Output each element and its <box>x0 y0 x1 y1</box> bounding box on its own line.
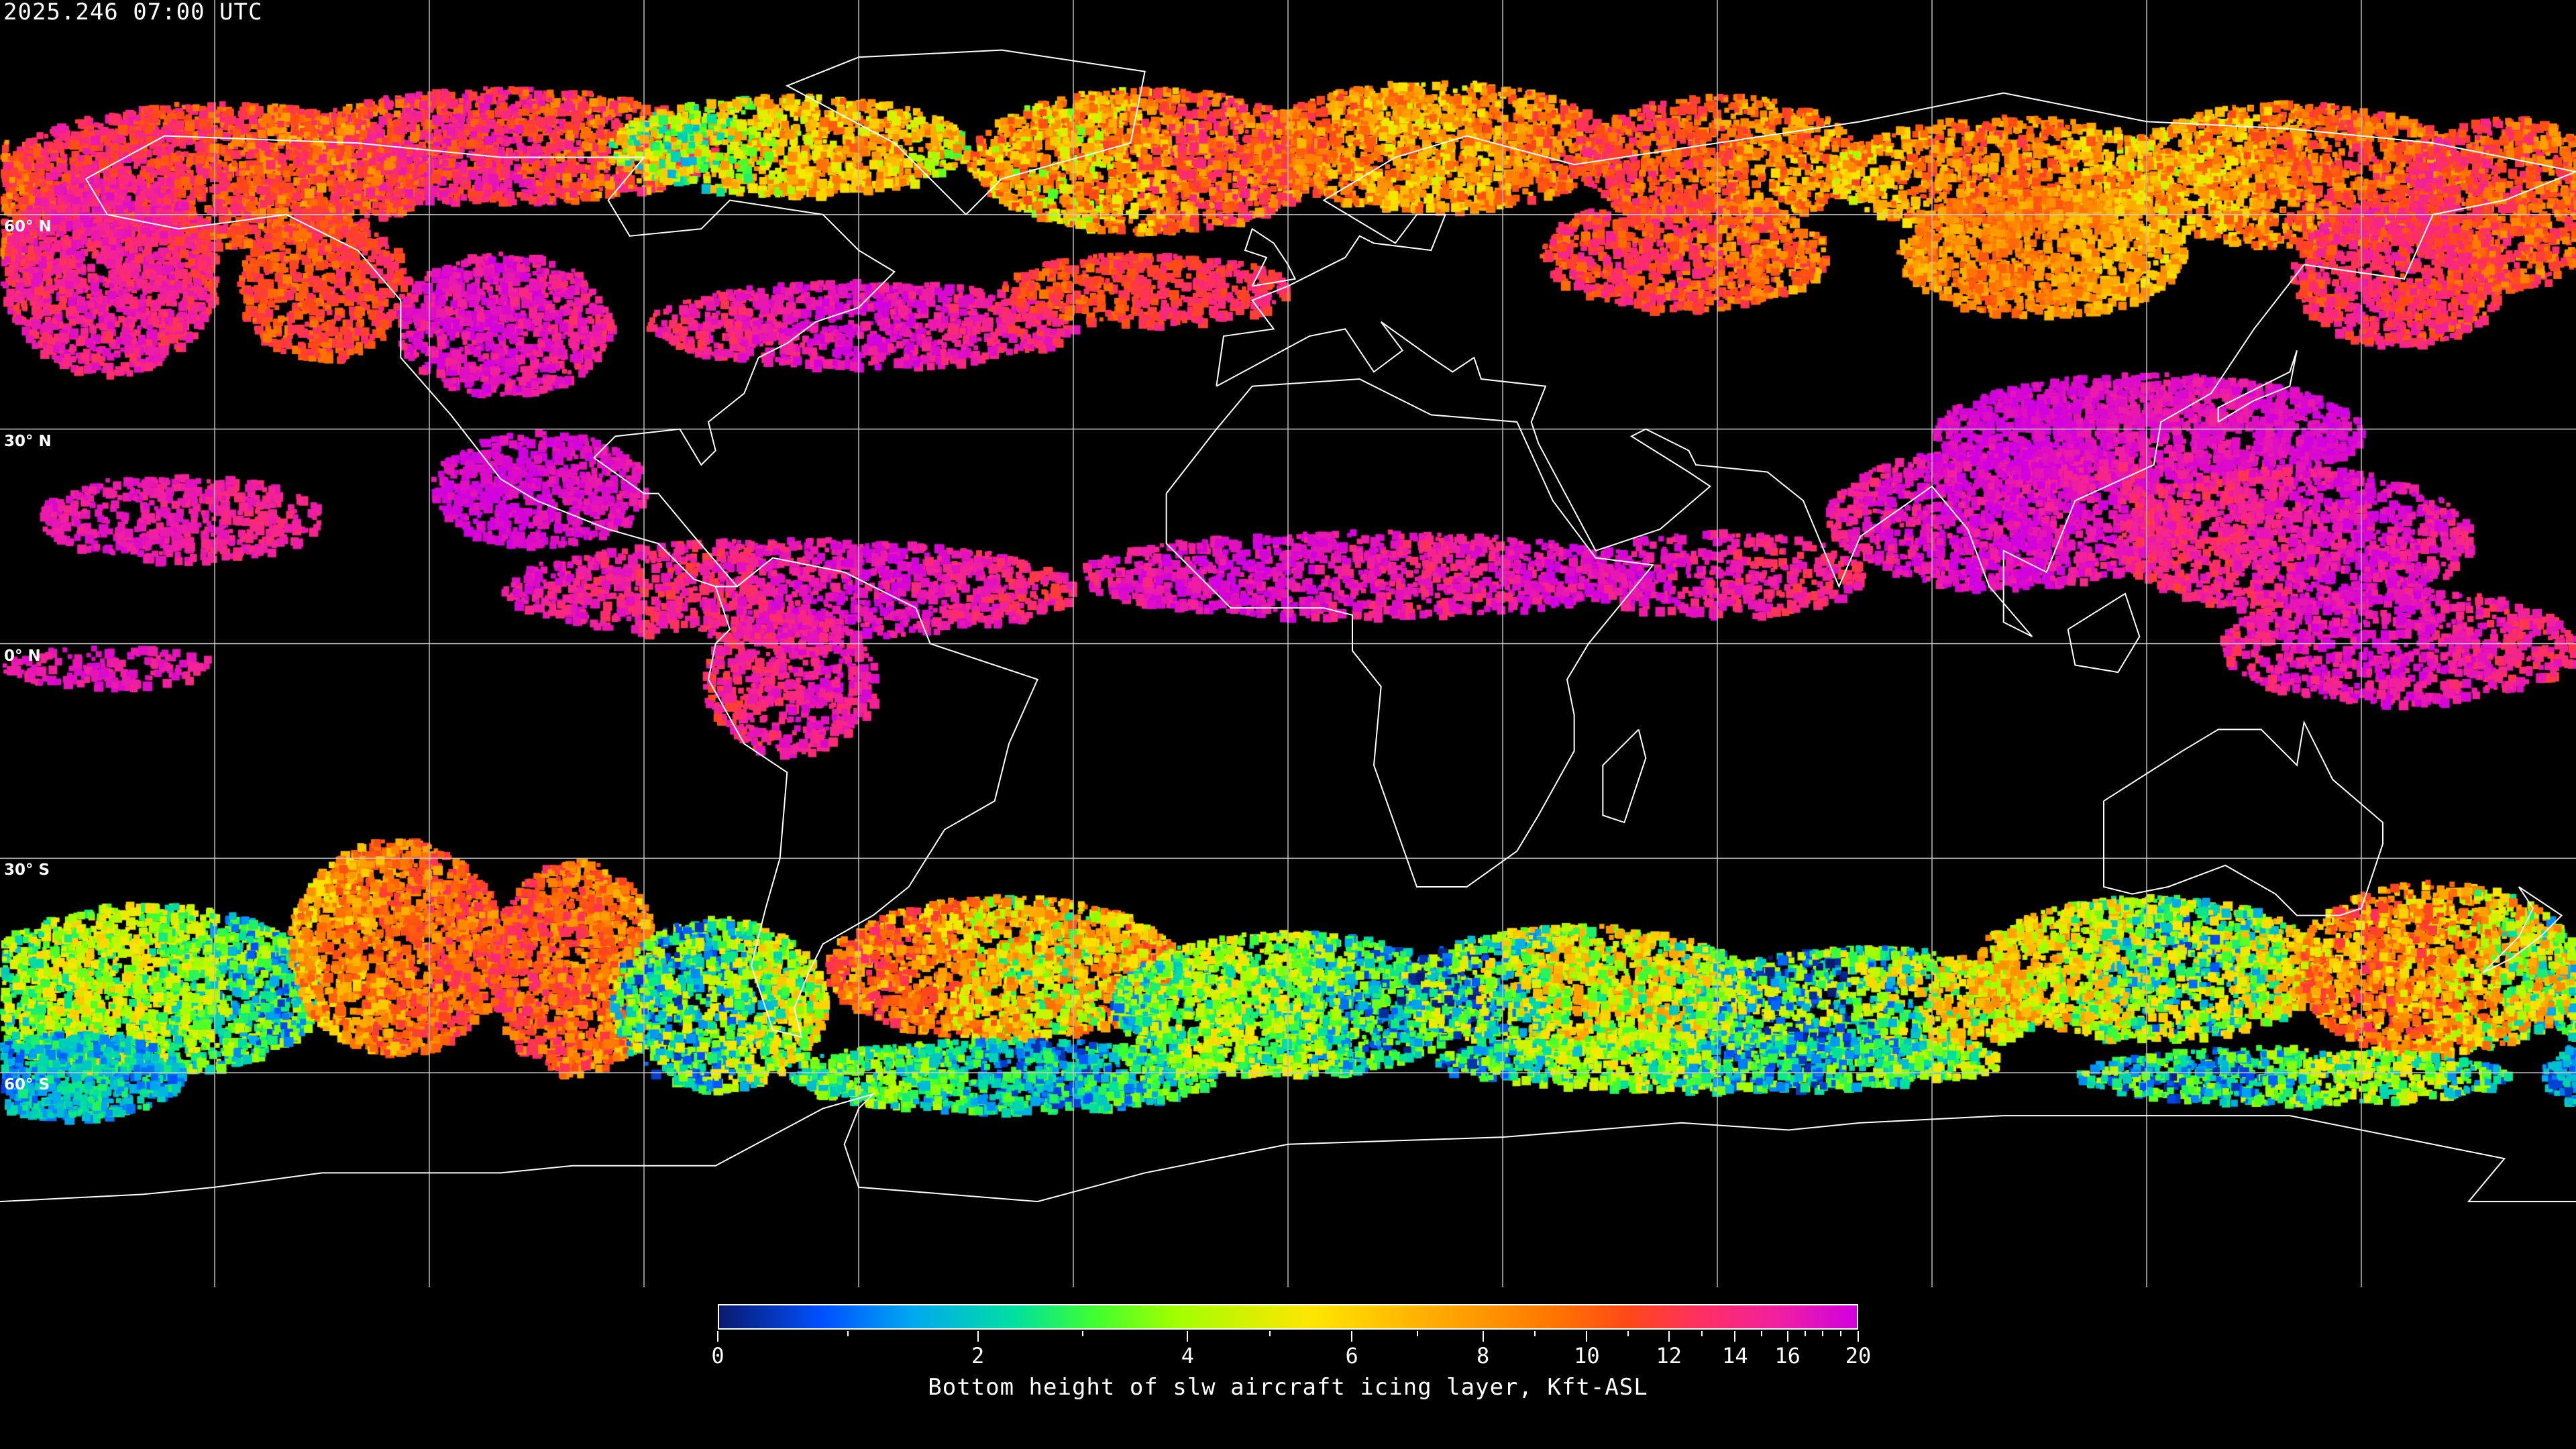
colorbar-caption: Bottom height of slw aircraft icing laye… <box>928 1374 1648 1401</box>
coastline-north-america <box>85 135 896 588</box>
colorbar <box>718 1304 1858 1330</box>
colorbar-major-tick <box>1586 1331 1588 1342</box>
coastline-greenland <box>785 49 1146 215</box>
coastline-south-america <box>707 557 1039 1038</box>
colorbar-ticks: 0 2 4 6 8 10 12 14 16 20 <box>711 1331 1871 1385</box>
lat-label-equator: 0° N <box>4 647 41 665</box>
colorbar-minor-tick <box>1416 1331 1418 1336</box>
colorbar-tick-label: 10 <box>1574 1343 1600 1368</box>
colorbar-minor-tick <box>1534 1331 1536 1336</box>
colorbar-tick-label: 20 <box>1845 1343 1872 1368</box>
coastline-borneo <box>2067 592 2141 674</box>
coastline-new-zealand <box>2482 886 2563 973</box>
colorbar-major-tick <box>1351 1331 1353 1342</box>
colorbar-minor-tick <box>1627 1331 1629 1336</box>
map-overlay <box>0 0 2576 1287</box>
colorbar-tick-label: 14 <box>1722 1343 1748 1368</box>
colorbar-minor-tick <box>1760 1331 1762 1336</box>
coastline-australia <box>2103 720 2383 916</box>
coastlines <box>0 49 2576 1203</box>
colorbar-major-tick <box>1734 1331 1736 1342</box>
colorbar-tick-label: 16 <box>1774 1343 1801 1368</box>
coastline-antarctica <box>0 1093 2576 1203</box>
colorbar-tick-label: 2 <box>971 1343 985 1368</box>
colorbar-minor-tick <box>1839 1331 1841 1336</box>
graticule <box>0 0 2576 1287</box>
colorbar-major-tick <box>1187 1331 1189 1342</box>
colorbar-minor-tick <box>847 1331 849 1336</box>
colorbar-tick-label: 6 <box>1345 1343 1358 1368</box>
colorbar-minor-tick <box>1804 1331 1806 1336</box>
colorbar-tick-label: 8 <box>1477 1343 1490 1368</box>
coastline-japan <box>2217 350 2298 423</box>
coastline-madagascar <box>1602 729 1647 824</box>
colorbar-minor-tick <box>1082 1331 1083 1336</box>
colorbar-tick-label: 4 <box>1181 1343 1195 1368</box>
lat-label-30n: 30° N <box>4 433 52 450</box>
lat-label-60s: 60° S <box>4 1076 50 1093</box>
colorbar-major-tick <box>977 1331 979 1342</box>
lat-label-30s: 30° S <box>4 861 50 879</box>
colorbar-major-tick <box>1482 1331 1484 1342</box>
colorbar-tick-label: 0 <box>711 1343 724 1368</box>
lat-label-60n: 60° N <box>4 218 52 235</box>
colorbar-tick-label: 12 <box>1656 1343 1682 1368</box>
colorbar-minor-tick <box>1822 1331 1824 1336</box>
coastline-great-britain <box>1244 227 1297 287</box>
coastline-africa <box>1165 378 1654 888</box>
colorbar-major-tick <box>1858 1331 1859 1342</box>
timestamp-title: 2025.246 07:00 UTC <box>3 0 263 25</box>
colorbar-minor-tick <box>1269 1331 1271 1336</box>
colorbar-major-tick <box>1786 1331 1788 1342</box>
colorbar-minor-tick <box>1701 1331 1703 1336</box>
colorbar-major-tick <box>1668 1331 1670 1342</box>
coastline-eurasia <box>1216 92 2576 637</box>
colorbar-major-tick <box>717 1331 718 1342</box>
map-panel: 2025.246 07:00 UTC 60° N 30° N 0° N 30° … <box>0 0 2576 1288</box>
